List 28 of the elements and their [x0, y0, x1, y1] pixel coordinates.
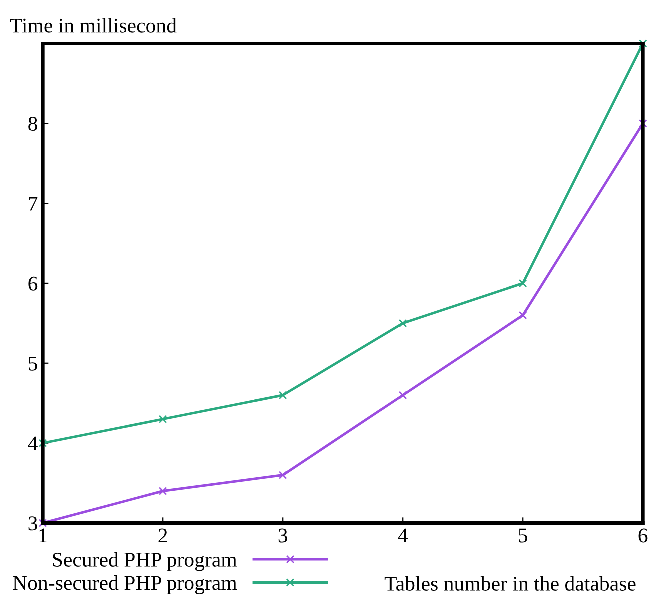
- point: [158, 487, 168, 496]
- point: [158, 415, 168, 424]
- legend-label: Secured PHP program: [53, 552, 238, 572]
- point: [398, 391, 408, 400]
- point: [398, 319, 408, 328]
- y-axis-title: Time in millisecond: [10, 18, 177, 33]
- y-tick-label: 5: [29, 356, 38, 371]
- point: [38, 519, 48, 528]
- legend-label: Non-secured PHP program: [13, 576, 238, 594]
- y-tick-label: 7: [29, 197, 38, 211]
- y-tick-label: 3: [28, 516, 38, 531]
- x-tick-label: 3: [278, 528, 288, 543]
- x-axis-title: Tables number in the database: [384, 576, 636, 591]
- point: [638, 119, 648, 128]
- x-tick-label: 2: [158, 528, 168, 543]
- x-tick-label: 4: [398, 528, 408, 543]
- x-tick-label: 5: [519, 528, 528, 543]
- point: [638, 40, 648, 48]
- y-tick-label: 8: [28, 117, 38, 132]
- y-tick-label: 4: [28, 436, 38, 451]
- point: [518, 311, 528, 320]
- x-tick-label: 1: [40, 528, 48, 543]
- x-tick-label: 6: [638, 528, 648, 543]
- point: [278, 471, 288, 480]
- y-tick-label: 6: [28, 276, 38, 291]
- point: [278, 391, 288, 400]
- point: [518, 279, 528, 288]
- point: [38, 439, 48, 448]
